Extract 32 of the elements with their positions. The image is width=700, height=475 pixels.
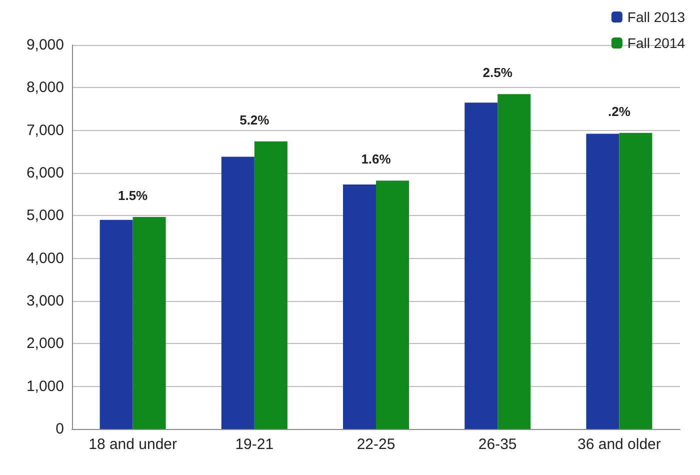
legend-label: Fall 2014 bbox=[627, 35, 686, 51]
bar bbox=[254, 141, 288, 429]
bar bbox=[619, 132, 652, 429]
y-tick-label: 1,000 bbox=[26, 378, 64, 395]
y-tick-label: 6,000 bbox=[26, 164, 64, 182]
bar bbox=[464, 102, 498, 429]
y-tick-label: 3,000 bbox=[26, 292, 64, 310]
bar bbox=[498, 94, 531, 429]
y-tick-label: 5,000 bbox=[26, 207, 64, 224]
x-tick-label: 18 and under bbox=[88, 436, 178, 453]
annotation: 1.6% bbox=[361, 152, 392, 167]
bar bbox=[376, 180, 409, 429]
y-tick-label: 4,000 bbox=[26, 250, 64, 267]
x-tick-label: 19-21 bbox=[235, 436, 274, 453]
y-tick-label: 9,000 bbox=[26, 36, 64, 54]
y-tick-label: 0 bbox=[56, 420, 64, 438]
bar bbox=[100, 220, 133, 429]
annotation: 5.2% bbox=[240, 112, 270, 128]
x-tick-label: 26-35 bbox=[478, 436, 517, 453]
x-tick-label: 36 and older bbox=[577, 436, 661, 453]
y-tick-label: 2,000 bbox=[26, 335, 64, 352]
bar bbox=[132, 216, 166, 429]
annotation: 1.5% bbox=[118, 188, 148, 203]
x-tick-label: 22-25 bbox=[356, 436, 396, 453]
y-tick-label: 8,000 bbox=[26, 79, 64, 96]
bar bbox=[221, 156, 254, 429]
annotation: 2.5% bbox=[482, 65, 513, 80]
bar bbox=[586, 134, 620, 429]
y-tick-label: 7,000 bbox=[26, 122, 64, 139]
annotation: .2% bbox=[608, 104, 631, 119]
bar bbox=[343, 184, 376, 429]
legend-label: Fall 2013 bbox=[627, 9, 686, 25]
